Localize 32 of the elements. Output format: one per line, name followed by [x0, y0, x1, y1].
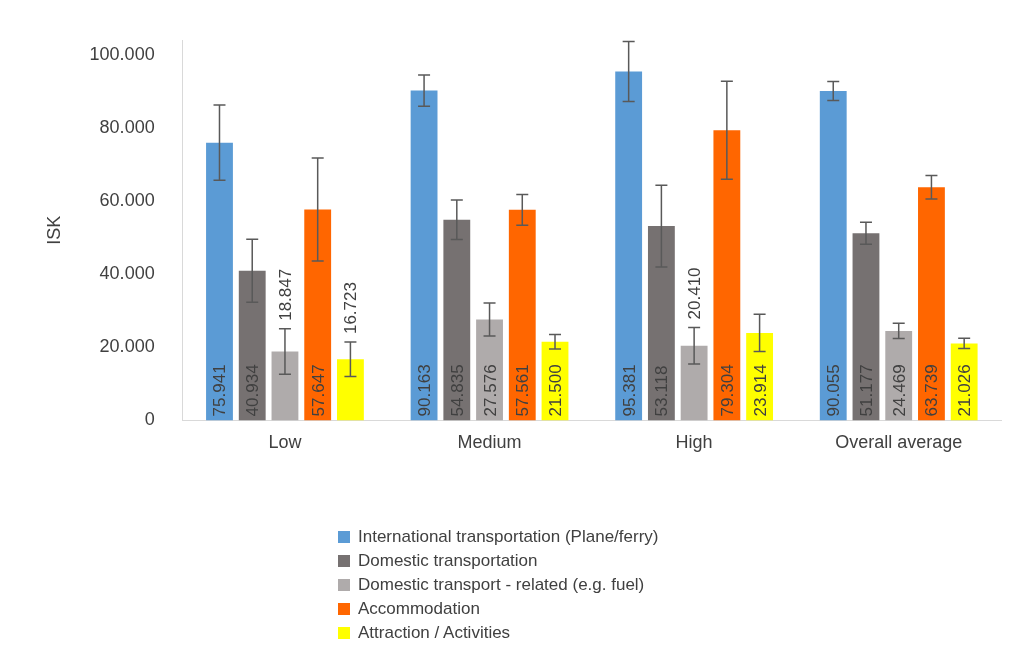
- data-label: 57.647: [308, 364, 328, 417]
- y-tick-label: 40.000: [99, 263, 155, 284]
- data-label: 18.847: [275, 268, 295, 321]
- data-label: 20.410: [685, 267, 705, 320]
- data-label: 21.500: [546, 364, 566, 417]
- data-label: 21.026: [955, 364, 975, 417]
- legend-label: Domestic transportation: [358, 550, 538, 572]
- data-label: 90.163: [415, 364, 435, 417]
- y-tick-label: 0: [144, 409, 155, 430]
- legend-label: Accommodation: [358, 598, 480, 620]
- y-tick-label: 20.000: [99, 336, 155, 357]
- legend-label: International transportation (Plane/ferry): [358, 526, 659, 548]
- y-tick-label: 100.000: [89, 43, 155, 64]
- data-label: 23.914: [750, 364, 770, 417]
- data-label: 24.469: [889, 364, 909, 417]
- legend-label: Attraction / Activities: [358, 622, 511, 644]
- y-axis-title: ISK: [43, 215, 64, 245]
- data-label: 75.941: [210, 364, 230, 417]
- data-label: 27.576: [480, 364, 500, 417]
- data-label: 90.055: [824, 364, 844, 417]
- data-label: 79.304: [717, 364, 737, 417]
- y-tick-label: 60.000: [99, 189, 155, 210]
- data-label: 57.561: [513, 364, 533, 417]
- y-tick-label: 80.000: [99, 116, 155, 137]
- data-label: 16.723: [341, 282, 361, 335]
- x-tick-label: High: [675, 432, 713, 453]
- data-label: 63.739: [922, 364, 942, 417]
- x-tick-label: Medium: [457, 432, 522, 453]
- x-tick-label: Overall average: [835, 432, 963, 453]
- legend-label: Domestic transport - related (e.g. fuel): [358, 574, 645, 596]
- x-tick-label: Low: [268, 432, 303, 453]
- data-label: 95.381: [619, 364, 639, 417]
